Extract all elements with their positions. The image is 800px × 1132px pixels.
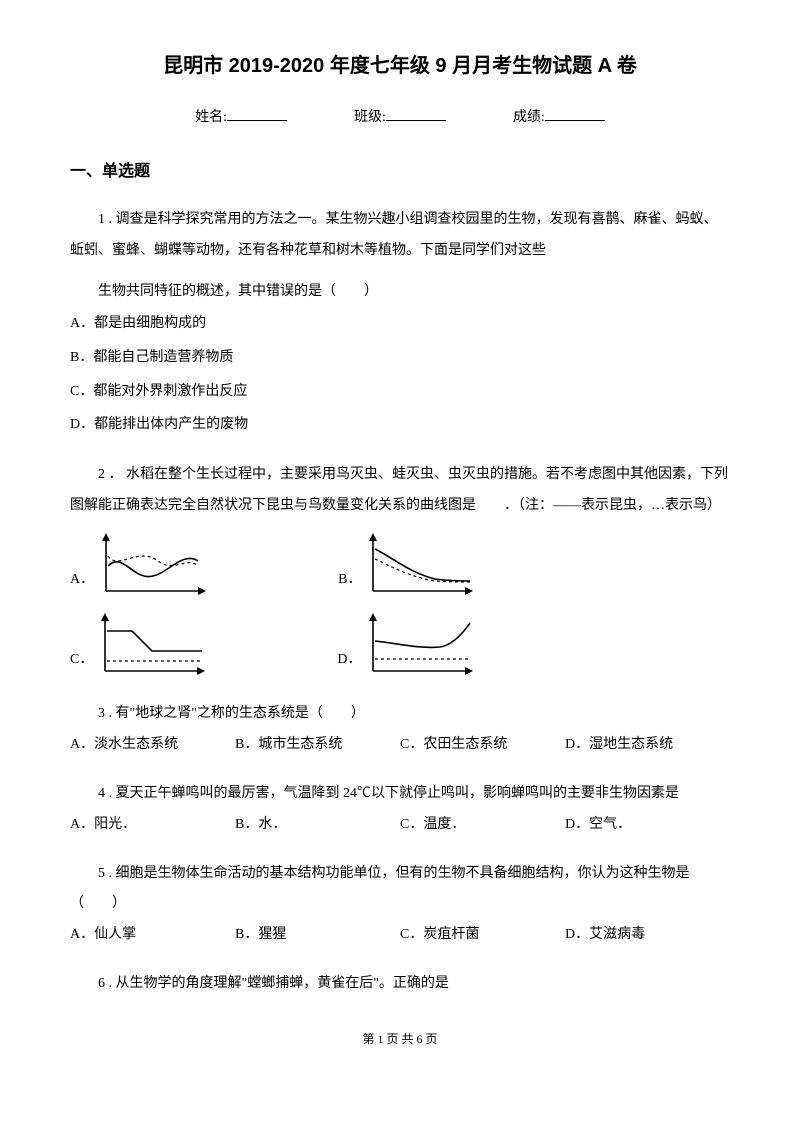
q4-option-d: D．空气．: [565, 810, 730, 841]
q4-option-b: B．水．: [235, 810, 400, 841]
q1-text-2: 生物共同特征的概述，其中错误的是（ ）: [70, 277, 730, 308]
q4-option-a: A．阳光．: [70, 810, 235, 841]
question-5: 5 . 细胞是生物体生命活动的基本结构功能单位，但有的生物不具备细胞结构，你认为…: [70, 859, 730, 951]
question-4: 4 . 夏天正午蝉鸣叫的最厉害，气温降到 24℃以下就停止鸣叫，影响蝉鸣叫的主要…: [70, 779, 730, 841]
page-title: 昆明市 2019-2020 年度七年级 9 月月考生物试题 A 卷: [70, 50, 730, 82]
q2-option-a-label: A．: [70, 565, 94, 602]
q2-chart-a: [98, 531, 208, 601]
q1-option-b: B．都能自己制造营养物质: [70, 341, 730, 375]
q4-option-c: C．温度．: [400, 810, 565, 841]
name-label: 姓名:: [195, 110, 227, 125]
q6-text: 6 . 从生物学的角度理解"螳螂捕蝉，黄雀在后"。正确的是: [70, 969, 730, 1000]
q1-option-d: D．都能排出体内产生的废物: [70, 408, 730, 442]
class-label: 班级:: [354, 110, 386, 125]
class-blank[interactable]: [386, 107, 446, 121]
q2-charts-row-2: C． D．: [70, 611, 730, 681]
q2-chart-b: [365, 531, 475, 601]
question-1: 1 . 调查是科学探究常用的方法之一。某生物兴趣小组调查校园里的生物，发现有喜鹊…: [70, 205, 730, 442]
q3-option-b: B．城市生态系统: [235, 730, 400, 761]
q5-option-d: D．艾滋病毒: [565, 920, 730, 951]
q2-text: 2 ． 水稻在整个生长过程中，主要采用鸟灭虫、蛙灭虫、虫灭虫的措施。若不考虑图中…: [70, 460, 730, 522]
q2-chart-c: [97, 611, 207, 681]
q5-option-a: A．仙人掌: [70, 920, 235, 951]
section-header: 一、单选题: [70, 159, 730, 185]
q1-option-c: C．都能对外界刺激作出反应: [70, 375, 730, 409]
q5-option-c: C．炭疽杆菌: [400, 920, 565, 951]
q1-text-1: 1 . 调查是科学探究常用的方法之一。某生物兴趣小组调查校园里的生物，发现有喜鹊…: [70, 205, 730, 267]
q2-option-d-label: D．: [337, 645, 361, 682]
q3-text: 3 . 有"地球之肾"之称的生态系统是（ ）: [70, 699, 730, 730]
q3-option-d: D．湿地生态系统: [565, 730, 730, 761]
score-label: 成绩:: [513, 110, 545, 125]
question-2: 2 ． 水稻在整个生长过程中，主要采用鸟灭虫、蛙灭虫、虫灭虫的措施。若不考虑图中…: [70, 460, 730, 682]
question-6: 6 . 从生物学的角度理解"螳螂捕蝉，黄雀在后"。正确的是: [70, 969, 730, 1000]
q3-option-c: C．农田生态系统: [400, 730, 565, 761]
q2-chart-d: [365, 611, 475, 681]
score-blank[interactable]: [545, 107, 605, 121]
q3-option-a: A．淡水生态系统: [70, 730, 235, 761]
q2-option-c-label: C．: [70, 645, 93, 682]
page-footer: 第 1 页 共 6 页: [70, 1030, 730, 1049]
q1-option-a: A．都是由细胞构成的: [70, 307, 730, 341]
q5-text: 5 . 细胞是生物体生命活动的基本结构功能单位，但有的生物不具备细胞结构，你认为…: [70, 859, 730, 921]
q2-option-b-label: B．: [338, 565, 361, 602]
name-blank[interactable]: [227, 107, 287, 121]
student-info-row: 姓名: 班级: 成绩:: [70, 107, 730, 129]
q4-text: 4 . 夏天正午蝉鸣叫的最厉害，气温降到 24℃以下就停止鸣叫，影响蝉鸣叫的主要…: [70, 779, 730, 810]
question-3: 3 . 有"地球之肾"之称的生态系统是（ ） A．淡水生态系统 B．城市生态系统…: [70, 699, 730, 761]
q2-charts-row-1: A． B．: [70, 531, 730, 601]
q5-option-b: B．猩猩: [235, 920, 400, 951]
